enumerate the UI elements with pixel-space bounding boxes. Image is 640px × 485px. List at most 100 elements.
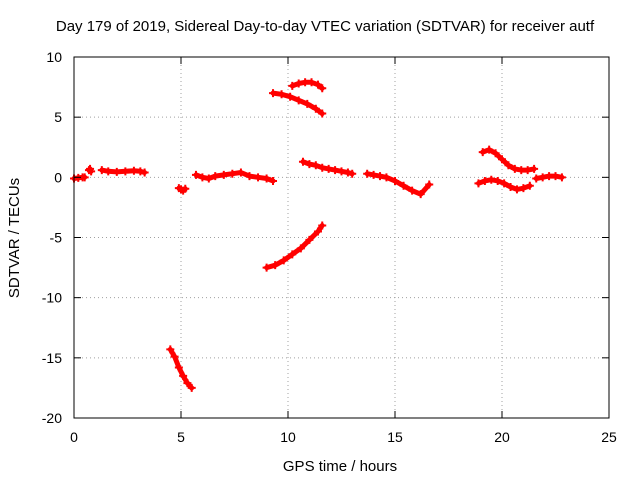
- data-point: [500, 179, 509, 188]
- data-arc-8: [288, 78, 327, 93]
- data-point: [478, 148, 487, 157]
- data-point: [183, 379, 192, 388]
- data-point: [425, 180, 434, 189]
- data-arc-9: [298, 157, 357, 178]
- data-point: [277, 90, 286, 99]
- x-axis-label: GPS time / hours: [283, 458, 397, 475]
- data-arc-13: [532, 172, 566, 183]
- data-arc-2: [97, 166, 149, 177]
- data-point: [294, 96, 303, 105]
- data-arc-4: [166, 345, 196, 392]
- data-point: [262, 174, 271, 183]
- tick-layer: [73, 56, 610, 419]
- data-point: [181, 184, 190, 193]
- data-point: [530, 164, 539, 173]
- data-arc-1: [84, 164, 96, 176]
- data-point: [204, 174, 213, 183]
- data-point: [271, 261, 280, 270]
- data-arc-12: [478, 145, 539, 175]
- y-axis-label: SDTVAR / TECUs: [6, 178, 23, 298]
- data-point: [170, 352, 179, 361]
- x-tick-label: 15: [387, 429, 403, 445]
- data-point: [493, 176, 502, 185]
- y-tick-label: -10: [42, 290, 62, 306]
- data-point: [121, 167, 130, 176]
- data-point: [179, 371, 188, 380]
- data-point: [228, 169, 237, 178]
- data-point: [369, 170, 378, 179]
- data-point: [303, 99, 312, 108]
- data-point: [416, 190, 425, 199]
- data-point: [245, 172, 254, 181]
- x-tick-label: 20: [494, 429, 510, 445]
- data-point: [136, 167, 145, 176]
- y-tick-label: -15: [42, 350, 62, 366]
- data-point: [510, 164, 519, 173]
- data-point: [305, 160, 314, 169]
- data-point: [348, 169, 357, 178]
- data-point: [538, 173, 547, 182]
- chart-title: Day 179 of 2019, Sidereal Day-to-day VTE…: [56, 18, 595, 35]
- data-point: [87, 167, 96, 176]
- y-tick-label: -20: [42, 410, 62, 426]
- data-point: [307, 78, 316, 87]
- data-point: [523, 166, 532, 175]
- data-point: [269, 89, 278, 98]
- data-point: [219, 170, 228, 179]
- data-point: [512, 185, 521, 194]
- y-tick-label: 10: [46, 49, 62, 65]
- data-point: [311, 104, 320, 113]
- y-tick-label: 0: [54, 169, 62, 185]
- data-point: [296, 244, 305, 253]
- data-point: [236, 168, 245, 177]
- y-tick-label: 5: [54, 109, 62, 125]
- data-point: [318, 221, 327, 230]
- data-point: [376, 172, 385, 181]
- data-point: [343, 168, 352, 177]
- data-point: [279, 256, 288, 265]
- data-point: [211, 172, 220, 181]
- data-point: [198, 173, 207, 182]
- data-point: [318, 84, 327, 93]
- data-point: [97, 166, 106, 175]
- data-arc-5: [191, 168, 278, 185]
- data-arc-7: [269, 89, 327, 118]
- data-point: [80, 173, 89, 182]
- data-point: [318, 163, 327, 172]
- data-point: [324, 164, 333, 173]
- data-point: [166, 345, 175, 354]
- data-point: [506, 182, 515, 191]
- data-point: [504, 161, 513, 170]
- data-point: [491, 149, 500, 158]
- data-point: [174, 363, 183, 372]
- data-arc-11: [474, 175, 534, 194]
- data-point: [519, 184, 528, 193]
- data-point: [187, 383, 196, 392]
- data-point: [191, 170, 200, 179]
- data-point: [331, 166, 340, 175]
- data-point: [112, 167, 121, 176]
- data-point: [262, 263, 271, 272]
- data-point: [140, 168, 149, 177]
- data-point: [408, 186, 417, 195]
- data-point: [337, 167, 346, 176]
- data-point: [363, 169, 372, 178]
- data-point: [532, 174, 541, 183]
- data-arc-10: [363, 169, 434, 199]
- data-point: [286, 92, 295, 101]
- data-arc-3: [174, 184, 190, 195]
- data-point: [480, 176, 489, 185]
- data-point: [474, 179, 483, 188]
- data-point: [298, 157, 307, 166]
- tick-label-layer: 0 5 10 15 20 25 -20 -15 -10 -5 0 5 10: [42, 49, 617, 445]
- x-tick-label: 0: [70, 429, 78, 445]
- data-point: [313, 227, 322, 236]
- data-point: [288, 81, 297, 90]
- data-point: [313, 80, 322, 89]
- y-tick-label: -5: [50, 230, 63, 246]
- data-point: [485, 145, 494, 154]
- data-point: [318, 109, 327, 118]
